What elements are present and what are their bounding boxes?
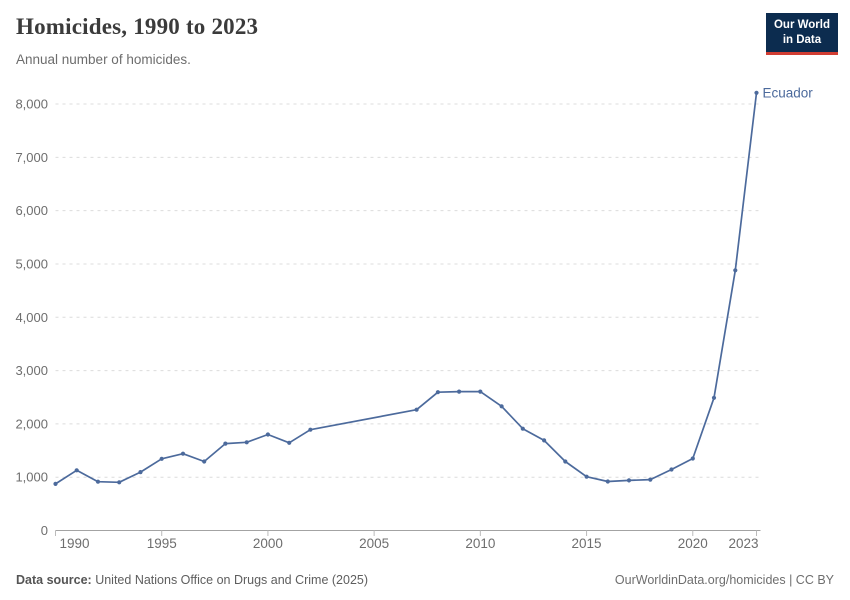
data-point [563,459,568,464]
data-point [95,479,101,484]
data-point [626,478,632,483]
data-point [478,389,483,394]
data-point [74,468,79,473]
data-point [308,427,313,432]
data-point [457,389,462,394]
owid-logo[interactable]: Our World in Data [765,13,838,55]
data-point [499,404,504,409]
owid-logo-line2: in Data [782,33,822,46]
y-tick-label: 3,000 [15,363,48,378]
data-point [223,441,228,446]
data-source-text: United Nations Office on Drugs and Crime… [91,573,369,587]
data-point [435,390,440,395]
x-tick-label: 2020 [678,536,708,551]
data-point [138,470,143,475]
data-point [584,474,589,479]
data-point [202,459,207,464]
y-tick-label: 7,000 [15,150,48,165]
series-label: Ecuador [763,85,814,100]
data-point [690,456,695,461]
data-point [244,440,249,445]
data-source-label: Data source: [16,573,92,587]
chart-subtitle: Annual number of homicides. [16,52,191,67]
data-point [287,440,292,445]
data-point [159,456,164,461]
data-point [711,395,717,400]
credit-link[interactable]: OurWorldinData.org/homicides | CC BY [614,573,834,587]
data-point [648,477,653,482]
data-point [733,268,738,273]
x-tick-label: 2015 [572,536,602,551]
x-tick-label: 2005 [359,536,389,551]
y-tick-label: 8,000 [15,97,48,112]
data-line [54,91,758,485]
y-tick-label: 2,000 [15,416,48,431]
x-tick-label: 2023 [728,536,758,551]
y-tick-label: 4,000 [15,310,48,325]
data-source-note: Data source: United Nations Office on Dr… [16,573,368,587]
x-tick-label: 1990 [60,536,90,551]
data-point [669,467,674,472]
data-point [520,426,525,431]
x-tick-label: 1995 [147,536,177,551]
data-point [117,480,122,485]
y-tick-label: 6,000 [15,203,48,218]
y-tick-label: 0 [41,523,48,538]
data-point [53,481,58,486]
owid-logo-line1: Our World [773,19,830,31]
y-tick-label: 1,000 [15,470,48,485]
data-point [605,479,610,484]
data-point [265,432,270,437]
data-point [180,451,186,456]
y-tick-label: 5,000 [15,256,48,271]
data-point [414,407,419,412]
data-point [754,90,759,95]
x-tick-label: 2010 [465,536,495,551]
page-title: Homicides, 1990 to 2023 [16,14,259,39]
x-tick-label: 2000 [253,536,283,551]
data-point [542,438,547,443]
